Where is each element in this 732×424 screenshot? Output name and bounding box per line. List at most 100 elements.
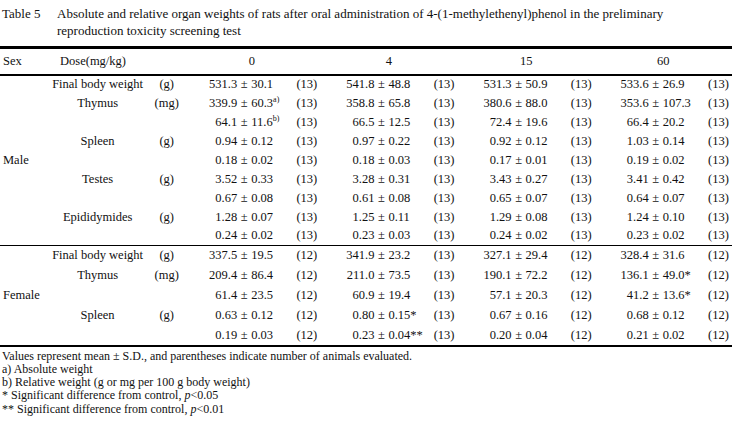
mean-value: 339.9 xyxy=(193,96,237,111)
plus-minus: ± xyxy=(374,134,388,149)
footnote-text: <0.05 xyxy=(190,388,218,402)
plus-minus: ± xyxy=(237,96,251,111)
animal-count: (13) xyxy=(431,306,458,326)
sex-label-female: Female xyxy=(0,246,45,346)
mean-value: 358.8 xyxy=(330,96,374,111)
unit-label: (g) xyxy=(150,246,183,266)
mean-value: 0.19 xyxy=(193,328,237,343)
sd-value: 86.4 xyxy=(251,268,295,283)
value-cell: 1.29±0.08 xyxy=(458,208,568,227)
value-cell: 0.18±0.02 xyxy=(183,151,293,170)
mean-value: 41.2 xyxy=(605,288,649,303)
sd-value: 0.02 xyxy=(663,153,707,168)
mean-value: 0.18 xyxy=(193,153,237,168)
value-cell: 531.3±30.1 xyxy=(183,75,293,94)
mean-value: 60.9 xyxy=(330,288,374,303)
sex-label-male: Male xyxy=(0,75,45,246)
value-cell: 1.24±0.10 xyxy=(595,208,705,227)
value-cell: 541.8±48.8 xyxy=(320,75,430,94)
plus-minus: ± xyxy=(649,96,663,111)
sd-value: 0.03 xyxy=(388,153,432,168)
unit-label xyxy=(150,227,183,246)
mean-value: 0.61 xyxy=(330,191,374,206)
plus-minus: ± xyxy=(649,115,663,130)
plus-minus: ± xyxy=(374,210,388,225)
sd-value: 0.12 xyxy=(526,134,570,149)
organ-label xyxy=(45,326,150,346)
sd-value: 0.02 xyxy=(526,228,570,243)
value-cell: 339.9±60.3a) xyxy=(183,94,293,113)
plus-minus: ± xyxy=(512,153,526,168)
sd-value: 20.3 xyxy=(526,288,570,303)
mean-value: 0.65 xyxy=(468,191,512,206)
value-cell: 341.9±23.2 xyxy=(320,246,430,266)
plus-minus: ± xyxy=(512,134,526,149)
table-row: Thymus(mg)209.4±86.4(12)211.0±73.5(13)19… xyxy=(0,266,732,286)
footnote-line: b) Relative weight (g or mg per 100 g bo… xyxy=(2,376,730,389)
unit-label: (g) xyxy=(150,306,183,326)
organ-label: Thymus xyxy=(45,94,150,113)
plus-minus: ± xyxy=(374,288,388,303)
value-cell: 0.23±0.02 xyxy=(595,227,705,246)
significance-marker: ** xyxy=(410,328,423,342)
animal-count: (13) xyxy=(293,75,320,94)
plus-minus: ± xyxy=(374,172,388,187)
animal-count: (13) xyxy=(568,189,595,208)
footnote-text: ** Significant difference from control, xyxy=(2,402,190,416)
value-cell: 0.64±0.07 xyxy=(595,189,705,208)
plus-minus: ± xyxy=(512,96,526,111)
plus-minus: ± xyxy=(237,191,251,206)
animal-count: (13) xyxy=(293,170,320,189)
value-cell: 1.28±0.07 xyxy=(183,208,293,227)
unit-label xyxy=(150,113,183,132)
sd-value: 88.0 xyxy=(526,96,570,111)
mean-value: 72.4 xyxy=(468,115,512,130)
animal-count: (13) xyxy=(568,94,595,113)
footnote-text: Values represent mean ± S.D., and parent… xyxy=(2,349,412,363)
significance-marker: * xyxy=(410,308,416,322)
sd-value: 0.15* xyxy=(388,308,432,323)
organ-label xyxy=(45,113,150,132)
value-cell: 327.1±29.4 xyxy=(458,246,568,266)
table-row: 64.1±11.6b)(13)66.5±12.5(13)72.4±19.6(13… xyxy=(0,113,732,132)
header-dose-60: 60 xyxy=(595,48,732,75)
plus-minus: ± xyxy=(649,288,663,303)
value-cell: 353.6±107.3 xyxy=(595,94,705,113)
sd-value: 0.08 xyxy=(251,191,295,206)
header-dose-15: 15 xyxy=(458,48,595,75)
animal-count: (13) xyxy=(293,94,320,113)
plus-minus: ± xyxy=(374,228,388,243)
animal-count: (13) xyxy=(431,208,458,227)
organ-label xyxy=(45,189,150,208)
sd-value: 72.2 xyxy=(526,268,570,283)
mean-value: 1.28 xyxy=(193,210,237,225)
value-cell: 136.1±49.0* xyxy=(595,266,705,286)
sd-value: 19.6 xyxy=(526,115,570,130)
footnote-text: <0.01 xyxy=(196,402,224,416)
sd-value: 0.03 xyxy=(251,328,295,343)
footnote-line: a) Absolute weight xyxy=(2,363,730,376)
sd-value: 0.42 xyxy=(663,172,707,187)
animal-count: (13) xyxy=(705,132,732,151)
mean-value: 57.1 xyxy=(468,288,512,303)
sd-value: 49.0* xyxy=(663,268,707,283)
sd-value: 0.07 xyxy=(251,210,295,225)
organ-label xyxy=(45,227,150,246)
animal-count: (12) xyxy=(568,306,595,326)
table-caption: Table 5 Absolute and relative organ weig… xyxy=(0,0,732,39)
mean-value: 0.23 xyxy=(330,328,374,343)
plus-minus: ± xyxy=(374,77,388,92)
mean-value: 533.6 xyxy=(605,77,649,92)
animal-count: (13) xyxy=(293,208,320,227)
value-cell: 328.4±31.6 xyxy=(595,246,705,266)
table-row: 0.18±0.02(13)0.18±0.03(13)0.17±0.01(13)0… xyxy=(0,151,732,170)
sd-value: 12.5 xyxy=(388,115,432,130)
value-cell: 337.5±19.5 xyxy=(183,246,293,266)
mean-value: 1.24 xyxy=(605,210,649,225)
plus-minus: ± xyxy=(237,77,251,92)
value-cell: 0.19±0.03 xyxy=(183,326,293,346)
sd-value: 0.01 xyxy=(526,153,570,168)
animal-count: (13) xyxy=(431,286,458,306)
animal-count: (13) xyxy=(705,94,732,113)
plus-minus: ± xyxy=(512,228,526,243)
